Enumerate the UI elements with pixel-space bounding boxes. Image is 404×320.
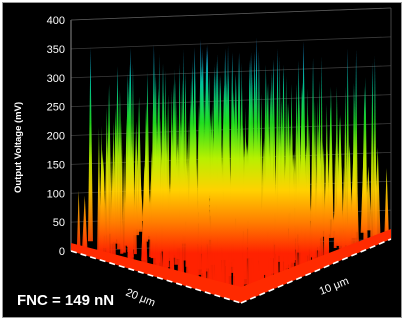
surface-spike xyxy=(239,170,244,290)
surface-spike xyxy=(99,149,106,236)
surface-spike xyxy=(210,137,217,222)
y-axis-edge xyxy=(240,238,392,304)
surface-spike xyxy=(263,201,267,276)
z-tick-label: 100 xyxy=(47,188,65,200)
surface-spike xyxy=(231,155,235,227)
surface-spike xyxy=(327,106,333,220)
surface-spike xyxy=(316,149,321,247)
fnc-annotation: FNC = 149 nN xyxy=(17,292,115,309)
surface-spike xyxy=(216,93,220,251)
surface-spike xyxy=(197,39,204,213)
surface-spike xyxy=(229,52,236,245)
surface-spike xyxy=(256,170,261,217)
surface-spike xyxy=(360,151,367,233)
surface-spike xyxy=(207,71,212,196)
surface-spike xyxy=(225,204,229,297)
z-tick-label: 50 xyxy=(53,217,65,229)
surface-spike xyxy=(83,212,87,252)
surface-spike xyxy=(190,59,195,279)
surface-spike xyxy=(76,190,81,248)
surface-spike xyxy=(106,161,110,260)
surface-spike xyxy=(182,71,189,261)
surface-spike xyxy=(213,226,220,291)
surface-spike xyxy=(136,96,143,230)
surface-spike xyxy=(149,150,155,237)
surface-spike xyxy=(330,207,335,238)
grid-line xyxy=(70,94,392,108)
z-tick-label: 350 xyxy=(47,44,65,56)
z-tick-label: 250 xyxy=(47,102,65,114)
surface-spike xyxy=(370,62,375,241)
surface-spike xyxy=(322,146,326,231)
surface-spike xyxy=(324,151,329,262)
surface-spike xyxy=(311,211,317,249)
surface-spike xyxy=(217,190,221,205)
axes xyxy=(70,7,392,251)
surface-spike xyxy=(298,98,302,246)
surface-spike xyxy=(270,180,276,209)
chart-frame: 0 50 100 150 200 250 300 350 400 Output Voltage … xyxy=(2,2,402,318)
surface-spike xyxy=(133,158,137,255)
surface-spike xyxy=(342,196,349,246)
surface-spike xyxy=(374,153,378,235)
surface-spike xyxy=(108,203,113,259)
grid-line xyxy=(70,36,392,50)
surface-spike xyxy=(300,170,306,267)
surface-spikes xyxy=(76,37,389,299)
surface-spike xyxy=(142,165,148,238)
surface-spike xyxy=(270,207,274,248)
surface-spike xyxy=(384,167,389,239)
surface-spike xyxy=(287,215,292,265)
surface-spike xyxy=(280,126,285,245)
surface-spike xyxy=(194,174,200,270)
chart-plot: 0 50 100 150 200 250 300 350 400 Output Voltage … xyxy=(13,7,392,310)
surface-spike xyxy=(277,134,282,243)
surface-spike xyxy=(265,83,269,232)
z-tick-label: 150 xyxy=(47,159,65,171)
surface-spike xyxy=(155,88,162,224)
surface-spike xyxy=(350,152,357,229)
surface-spike xyxy=(174,98,179,265)
z-tick-label: 300 xyxy=(47,73,65,85)
z-tick-labels: 0 50 100 150 200 250 300 350 400 xyxy=(47,15,65,258)
surface-spike xyxy=(130,151,134,256)
surface-spike xyxy=(165,164,172,235)
surface-spike xyxy=(242,185,247,280)
z-tick-label: 200 xyxy=(47,131,65,143)
surface-spike xyxy=(248,160,254,259)
surface-spike xyxy=(97,127,101,256)
z-tick-label: 0 xyxy=(59,246,65,258)
surface-spike xyxy=(111,121,116,256)
surface-spike xyxy=(259,208,264,241)
surface-spike xyxy=(175,187,179,219)
surface-floor xyxy=(70,229,392,304)
x-axis-tick-20um: 20 μm xyxy=(124,287,157,310)
z-tick-label: 400 xyxy=(47,15,65,27)
surface-spike xyxy=(270,59,277,212)
surface-spike xyxy=(159,63,167,250)
surface-spike xyxy=(333,140,337,249)
grid-line xyxy=(70,123,392,136)
surface-spike xyxy=(306,149,310,250)
surface-spike xyxy=(202,151,209,245)
surface-spike xyxy=(289,83,294,211)
grid-line xyxy=(70,65,392,79)
y-axis-label: Output Voltage (mV) xyxy=(13,102,24,193)
surface-spike xyxy=(218,149,222,189)
surface-spike xyxy=(254,194,258,264)
surface-spike xyxy=(230,203,234,267)
surface-spike xyxy=(274,115,279,255)
top-edge-line xyxy=(70,7,392,21)
surface-spike xyxy=(337,114,344,246)
surface-spike xyxy=(365,166,372,231)
surface-spike xyxy=(170,216,175,275)
surface-spike xyxy=(124,116,129,246)
surface-spike xyxy=(222,48,229,221)
surface-spike xyxy=(87,47,93,242)
surface-spike xyxy=(231,203,237,259)
surface-spike xyxy=(117,89,123,250)
y-axis-tick-10um: 10 μm xyxy=(318,275,351,298)
